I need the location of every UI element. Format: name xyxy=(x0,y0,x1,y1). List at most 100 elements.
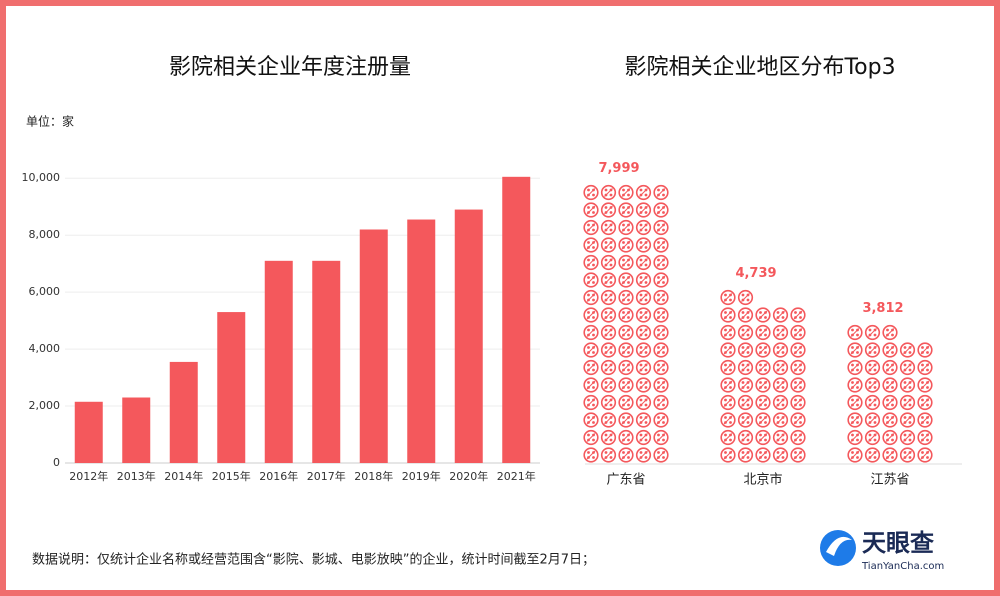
film-icon xyxy=(583,202,599,218)
icon-hole xyxy=(587,206,590,209)
film-icon xyxy=(635,377,652,393)
film-icon xyxy=(600,324,617,341)
icon-stroke xyxy=(885,415,895,425)
icon-hole xyxy=(657,328,660,332)
icon-hole xyxy=(644,438,648,442)
icon-hole xyxy=(903,398,907,402)
icon-hole xyxy=(724,381,727,384)
film-icon xyxy=(720,377,736,393)
y-tick-label: 8,000 xyxy=(29,228,61,241)
icon-hole xyxy=(627,316,630,319)
film-icon xyxy=(772,377,789,393)
icon-hole xyxy=(729,298,732,302)
icon-stroke xyxy=(741,450,750,460)
icon-stroke xyxy=(604,310,613,320)
bar xyxy=(454,209,483,463)
film-icon xyxy=(600,394,617,411)
film-icon xyxy=(720,307,736,323)
icon-hole xyxy=(644,211,648,214)
film-icon xyxy=(882,377,898,393)
film-icon xyxy=(755,394,771,411)
icon-hole xyxy=(604,363,608,367)
icon-hole xyxy=(741,381,745,384)
icon-stroke xyxy=(758,398,768,407)
icon-stroke xyxy=(758,363,768,372)
icon-stroke xyxy=(586,345,596,355)
icon-hole xyxy=(622,241,625,244)
icon-hole xyxy=(622,258,625,262)
icon-hole xyxy=(639,311,643,314)
icon-hole xyxy=(746,316,750,319)
icon-hole xyxy=(639,346,643,349)
x-tick-label: 2021年 xyxy=(497,469,536,483)
icon-hole xyxy=(891,438,894,442)
film-icon xyxy=(790,359,806,376)
film-icon xyxy=(755,359,771,376)
icon-stroke xyxy=(741,415,750,425)
film-icon xyxy=(600,307,617,323)
film-icon xyxy=(600,359,617,376)
icon-stroke xyxy=(850,328,860,337)
icon-hole xyxy=(639,188,643,192)
icon-hole xyxy=(886,363,889,367)
icon-stroke xyxy=(903,415,912,425)
icon-hole xyxy=(662,281,665,284)
logo-icon xyxy=(820,530,856,566)
icon-hole xyxy=(873,351,877,354)
icon-stroke xyxy=(850,363,860,372)
icon-stroke xyxy=(604,363,613,372)
icon-hole xyxy=(639,258,643,262)
icon-stroke xyxy=(639,275,648,285)
x-tick-label: 2017年 xyxy=(307,469,346,483)
icon-hole xyxy=(799,316,802,319)
icon-hole xyxy=(622,398,625,402)
icon-stroke xyxy=(656,205,666,215)
film-icon xyxy=(618,377,634,393)
icon-column xyxy=(583,184,669,463)
film-icon xyxy=(600,377,617,393)
icon-hole xyxy=(903,433,907,437)
icon-hole xyxy=(868,451,872,454)
film-icon xyxy=(847,359,863,376)
icon-hole xyxy=(781,421,785,424)
icon-hole xyxy=(886,328,889,332)
icon-stroke xyxy=(850,433,860,442)
icon-hole xyxy=(604,346,608,349)
chart-title: 影院相关企业地区分布Top3 xyxy=(624,55,895,80)
icon-hole xyxy=(609,456,613,459)
film-icon xyxy=(618,342,634,358)
icon-stroke xyxy=(586,275,596,285)
icon-hole xyxy=(908,351,912,354)
icon-hole xyxy=(627,193,630,197)
icon-stroke xyxy=(621,380,631,390)
icon-hole xyxy=(799,368,802,372)
film-icon xyxy=(917,359,933,376)
icon-hole xyxy=(851,381,854,384)
icon-stroke xyxy=(885,380,895,390)
icon-hole xyxy=(627,211,630,214)
film-icon xyxy=(600,447,617,463)
icon-hole xyxy=(604,258,608,262)
icon-hole xyxy=(794,398,797,402)
film-icon xyxy=(635,324,652,341)
film-icon xyxy=(737,447,754,463)
icon-hole xyxy=(851,451,854,454)
icon-hole xyxy=(776,416,780,419)
bar xyxy=(217,312,246,463)
film-icon xyxy=(737,429,754,446)
film-icon xyxy=(635,447,652,463)
icon-stroke xyxy=(586,450,596,460)
icon-hole xyxy=(851,328,854,332)
icon-hole xyxy=(856,351,859,354)
icon-hole xyxy=(799,403,802,407)
icon-hole xyxy=(729,456,732,459)
icon-hole xyxy=(926,386,929,389)
icon-hole xyxy=(886,381,889,384)
icon-stroke xyxy=(850,415,860,425)
icon-hole xyxy=(604,311,608,314)
film-icon xyxy=(864,359,881,376)
icon-hole xyxy=(729,386,732,389)
icon-hole xyxy=(592,456,595,459)
icon-hole xyxy=(781,386,785,389)
icon-hole xyxy=(662,333,665,337)
